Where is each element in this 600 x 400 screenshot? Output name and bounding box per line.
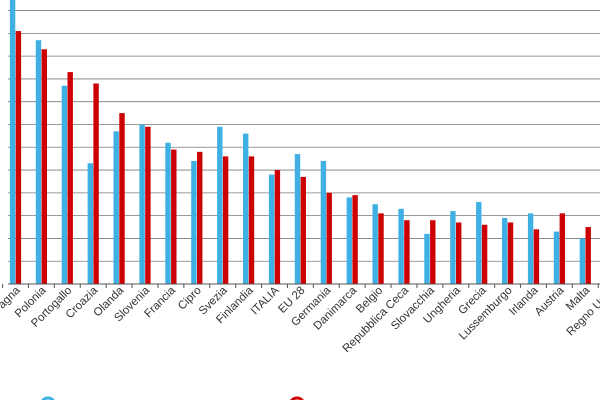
bar-series-2 bbox=[15, 31, 22, 284]
bar-series-1 bbox=[476, 201, 482, 284]
bar-series-1 bbox=[191, 160, 197, 284]
legend-marker-1 bbox=[41, 396, 55, 400]
bar-series-2 bbox=[430, 220, 436, 284]
x-tick-label: Austria bbox=[533, 284, 567, 318]
bar-series-2 bbox=[507, 222, 514, 284]
bar-series-2 bbox=[222, 156, 229, 284]
bars bbox=[9, 0, 591, 285]
bar-series-1 bbox=[346, 197, 352, 284]
bar-series-2 bbox=[481, 224, 488, 284]
gridlines bbox=[8, 10, 600, 262]
bar-series-1 bbox=[502, 217, 508, 284]
x-tick-label: ITALIA bbox=[249, 284, 282, 317]
bar-series-2 bbox=[300, 176, 306, 284]
bar-series-1 bbox=[243, 133, 249, 284]
bar-series-2 bbox=[533, 229, 540, 284]
bar-series-2 bbox=[67, 72, 73, 284]
bar-series-2 bbox=[119, 113, 125, 284]
bar-series-1 bbox=[579, 238, 586, 284]
x-tick-labels: agnaPoloniaPortogalloCroaziaOlandaSloven… bbox=[0, 284, 600, 355]
bar-series-2 bbox=[248, 156, 255, 284]
bar-series-1 bbox=[165, 142, 171, 284]
bar-series-1 bbox=[268, 174, 275, 284]
bar-series-1 bbox=[553, 231, 560, 284]
legend-marker-2 bbox=[290, 396, 304, 400]
bar-series-1 bbox=[372, 204, 378, 284]
bar-series-2 bbox=[378, 213, 384, 284]
bar-series-1 bbox=[527, 213, 534, 284]
bar-series-2 bbox=[197, 151, 203, 284]
bar-series-1 bbox=[139, 124, 145, 284]
bar-series-1 bbox=[217, 126, 223, 284]
bar-series-1 bbox=[35, 40, 42, 284]
bar-series-1 bbox=[61, 85, 68, 285]
bar-series-1 bbox=[450, 211, 456, 284]
bar-series-2 bbox=[559, 213, 565, 284]
bar-series-1 bbox=[87, 163, 93, 284]
bar-series-1 bbox=[320, 160, 327, 284]
bar-series-2 bbox=[41, 49, 47, 285]
bar-series-1 bbox=[398, 208, 404, 284]
bar-series-2 bbox=[326, 192, 332, 284]
bar-series-1 bbox=[9, 0, 16, 284]
bar-series-1 bbox=[294, 154, 301, 284]
bar-series-2 bbox=[352, 195, 358, 284]
x-axis bbox=[2, 283, 600, 288]
bar-series-2 bbox=[404, 220, 410, 284]
bar-series-2 bbox=[171, 149, 177, 284]
bar-series-2 bbox=[93, 83, 99, 285]
bar-series-1 bbox=[424, 233, 430, 284]
bar-series-2 bbox=[274, 170, 281, 284]
bar-series-2 bbox=[456, 222, 462, 284]
legend bbox=[41, 396, 304, 400]
bar-series-1 bbox=[113, 131, 119, 284]
bar-series-2 bbox=[145, 126, 151, 284]
bar-series-2 bbox=[585, 227, 591, 284]
